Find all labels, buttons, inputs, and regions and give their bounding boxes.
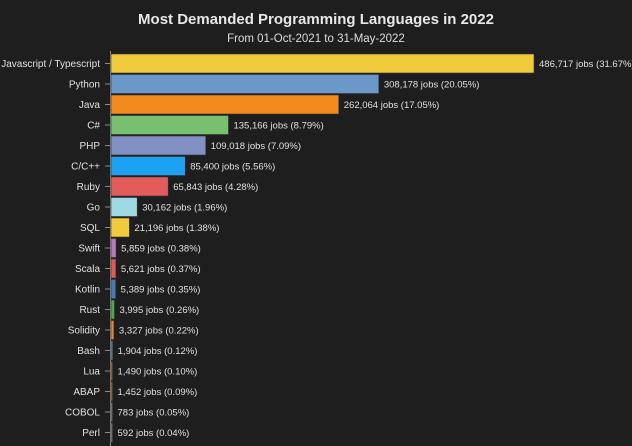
y-tick-label: Scala: [75, 264, 100, 275]
data-label: 5,389 jobs (0.35%): [121, 285, 201, 296]
y-tick-label: Go: [87, 203, 101, 214]
bar: [110, 156, 186, 176]
bar: [110, 176, 169, 197]
y-tick-label: Kotlin: [75, 285, 100, 296]
data-label: 65,843 jobs (4.28%): [173, 182, 258, 193]
bar: [110, 258, 117, 279]
bar: [110, 135, 207, 156]
bar: [110, 238, 117, 258]
data-label: 30,162 jobs (1.96%): [142, 203, 227, 214]
y-tick-label: ABAP: [73, 387, 100, 398]
bar: [110, 197, 138, 217]
y-tick-label: C#: [87, 121, 100, 132]
bar: [110, 94, 340, 115]
data-label: 135,166 jobs (8.79%): [233, 121, 323, 132]
chart-subtitle: From 01-Oct-2021 to 31-May-2022: [227, 33, 405, 45]
bar: [110, 361, 113, 381]
y-tick-label: COBOL: [65, 408, 100, 419]
y-tick-label: Ruby: [77, 182, 100, 193]
bar: [110, 340, 113, 361]
y-tick-label: Bash: [77, 346, 100, 357]
data-label: 592 jobs (0.04%): [118, 428, 190, 439]
bar: [110, 422, 113, 443]
y-tick-label: C/C++: [71, 162, 100, 173]
bar: [110, 53, 535, 74]
y-tick-label: Javascript / Typescript: [1, 59, 100, 70]
data-label: 783 jobs (0.05%): [118, 408, 190, 419]
data-label: 262,064 jobs (17.05%): [344, 100, 440, 111]
bar: [110, 279, 116, 299]
data-label: 5,621 jobs (0.37%): [121, 264, 201, 275]
data-label: 85,400 jobs (5.56%): [190, 162, 275, 173]
data-label: 3,995 jobs (0.26%): [119, 305, 199, 316]
data-label: 1,904 jobs (0.12%): [118, 346, 198, 357]
data-label: 5,859 jobs (0.38%): [121, 244, 201, 255]
data-label: 21,196 jobs (1.38%): [134, 223, 219, 234]
bar: [110, 402, 113, 422]
y-tick-label: SQL: [80, 223, 100, 234]
bar: [110, 381, 113, 402]
data-label: 3,327 jobs (0.22%): [119, 326, 199, 337]
chart-title: Most Demanded Programming Languages in 2…: [138, 11, 494, 28]
bar: [110, 320, 115, 340]
data-label: 486,717 jobs (31.67%): [539, 59, 632, 70]
bars-group: Javascript / Typescript 486,717 jobs (31.…: [1, 53, 632, 443]
y-tick-label: Python: [69, 80, 100, 91]
y-tick-label: Lua: [83, 367, 100, 378]
bar: [110, 74, 380, 94]
data-label: 1,452 jobs (0.09%): [118, 387, 198, 398]
data-label: 109,018 jobs (7.09%): [211, 141, 301, 152]
data-label: 1,490 jobs (0.10%): [118, 367, 198, 378]
y-tick-label: Rust: [79, 305, 100, 316]
y-tick-label: Solidity: [68, 326, 100, 337]
y-tick-label: Perl: [82, 428, 100, 439]
y-tick-label: Swift: [78, 244, 100, 255]
y-tick-label: PHP: [79, 141, 100, 152]
bar: [110, 299, 115, 320]
data-label: 308,178 jobs (20.05%): [384, 80, 480, 91]
bar: [110, 115, 229, 135]
bar: [110, 217, 130, 238]
y-tick-label: Java: [79, 100, 101, 111]
